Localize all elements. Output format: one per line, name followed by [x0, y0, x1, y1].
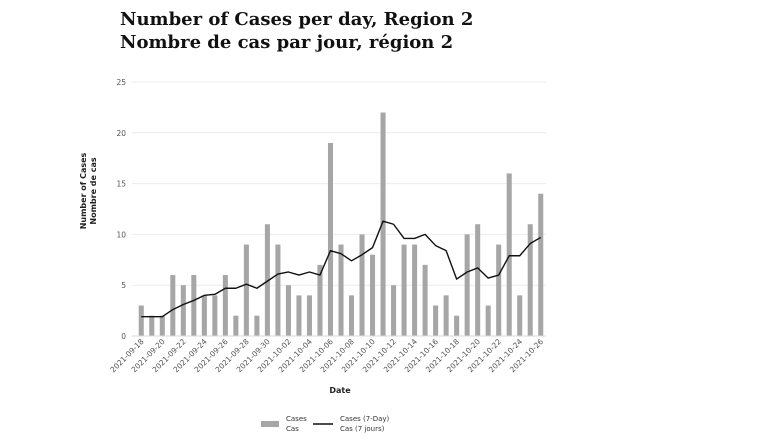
- legend: Cases Cas Cases (7-Day) Cas (7 jours): [261, 415, 390, 433]
- bar: [538, 193, 544, 336]
- y-tick-label: 20: [116, 129, 126, 138]
- bar: [370, 254, 376, 336]
- x-axis-ticks: 2021-09-182021-09-202021-09-222021-09-24…: [108, 337, 545, 374]
- y-axis-ticks: 0 5 10 15 20 25: [116, 78, 126, 341]
- bar: [412, 244, 418, 336]
- bar: [243, 244, 249, 336]
- bar: [233, 315, 239, 336]
- line-series-7day-average: [141, 220, 542, 318]
- bar: [464, 234, 470, 336]
- bar: [180, 285, 186, 336]
- y-tick-label: 15: [116, 180, 126, 189]
- y-tick-label: 5: [121, 281, 126, 290]
- y-tick-label: 10: [116, 230, 126, 239]
- bar: [496, 244, 502, 336]
- bar: [138, 305, 144, 336]
- bar: [380, 112, 386, 336]
- bar: [433, 305, 439, 336]
- bar-series-cases: [138, 112, 544, 336]
- bar: [264, 224, 270, 336]
- bar: [275, 244, 281, 336]
- y-axis-title: Number of Cases Nombre de cas: [79, 152, 98, 229]
- bar: [296, 295, 302, 336]
- y-axis-title-line-1: Number of Cases: [79, 152, 88, 229]
- bar: [201, 295, 207, 336]
- bar: [422, 264, 428, 336]
- bar: [327, 142, 334, 336]
- bar: [506, 173, 512, 336]
- bar: [159, 315, 165, 336]
- bar: [475, 224, 481, 336]
- legend-label-7day-line-2: Cas (7 jours): [340, 425, 385, 433]
- bar: [454, 315, 460, 336]
- bar: [527, 224, 533, 336]
- legend-swatch-cases: [261, 421, 279, 427]
- chart-title-line-1: Number of Cases per day, Region 2: [120, 9, 474, 30]
- bar: [306, 295, 312, 336]
- bar: [254, 315, 260, 336]
- legend-label-cases-line-1: Cases: [286, 415, 307, 423]
- x-axis-title: Date: [329, 386, 351, 395]
- bar: [443, 295, 449, 336]
- bar: [170, 275, 176, 336]
- bar: [317, 264, 323, 336]
- bar: [391, 285, 397, 336]
- bar: [222, 275, 228, 336]
- bar: [485, 305, 491, 336]
- bar: [338, 244, 344, 336]
- y-tick-label: 0: [121, 332, 126, 341]
- y-tick-label: 25: [116, 78, 126, 87]
- chart-title: Number of Cases per day, Region 2 Nombre…: [120, 8, 473, 54]
- legend-label-cases-line-2: Cas: [286, 425, 299, 433]
- bar: [191, 275, 197, 336]
- bar: [212, 295, 218, 336]
- bar: [149, 315, 155, 336]
- y-axis-title-line-2: Nombre de cas: [89, 157, 98, 224]
- bar: [401, 244, 407, 336]
- bar: [348, 295, 355, 336]
- bar: [517, 295, 523, 336]
- legend-label-7day-line-1: Cases (7-Day): [340, 415, 390, 423]
- bar: [359, 234, 365, 336]
- bar: [285, 285, 291, 336]
- chart-title-line-2: Nombre de cas par jour, région 2: [120, 32, 454, 53]
